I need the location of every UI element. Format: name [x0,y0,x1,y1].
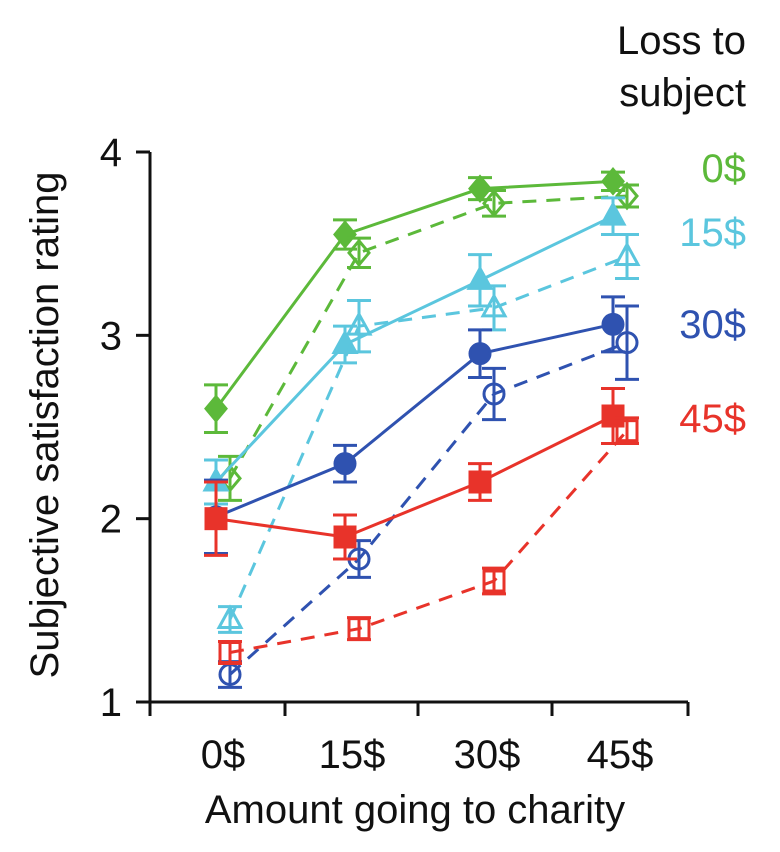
data-point-circle [482,382,506,406]
error-bar [482,366,506,422]
data-point-triangle [216,604,244,629]
data-point-diamond [601,166,625,196]
series-solid-30 [204,295,625,555]
series-line [228,194,628,480]
data-point-square [204,507,228,531]
series-line [215,414,614,539]
legend-entry-15: 15$ [679,211,746,255]
y-tick-label: 3 [100,314,122,358]
axes: 1 2 3 4 0$ 15$ 30$ 45$ [100,131,690,777]
series-line [214,179,614,410]
x-tick-label: 30$ [454,733,521,777]
legend-title-line-1: Loss to [617,19,746,63]
error-bar [615,233,639,280]
series-layer [202,166,641,689]
data-point-square [333,525,357,549]
y-tick-label: 2 [100,498,122,542]
data-point-triangle [599,201,627,226]
data-point-square [615,419,639,443]
data-point-circle [615,331,639,355]
series-dashed-0 [218,181,639,502]
error-bar [482,284,506,332]
series-dashed-30 [218,304,639,689]
legend-entry-30: 30$ [679,303,746,347]
series-line [214,214,614,484]
legend-title-line-2: subject [619,71,746,115]
data-point-circle [333,452,357,476]
data-point-square [218,641,242,664]
error-bar [218,454,242,502]
error-bar [615,304,639,381]
data-point-diamond [333,220,357,249]
data-point-diamond [204,394,228,424]
series-solid-45 [204,387,625,561]
data-point-triangle [345,311,373,336]
data-point-triangle [480,292,508,318]
data-point-diamond [482,188,506,218]
series-line [229,429,629,654]
series-line [215,322,614,519]
legend-entry-45: 45$ [679,397,746,441]
y-tick-label: 1 [100,681,122,725]
x-tick-label: 15$ [319,733,386,777]
data-point-circle [601,312,625,336]
series-solid-15 [202,196,627,506]
data-point-diamond [615,181,639,211]
data-point-diamond [468,174,492,204]
data-point-triangle [613,241,641,266]
data-point-square [601,404,625,428]
series-solid-0 [204,166,625,434]
legend-entry-0: 0$ [702,147,747,191]
data-point-square [482,569,506,593]
y-tick-label: 4 [100,131,122,175]
data-point-diamond [347,238,371,268]
series-dashed-45 [218,416,639,665]
data-point-square [468,470,492,494]
x-tick-label: 45$ [587,733,654,777]
data-point-circle [468,342,492,366]
y-axis-label: Subjective satisfaction rating [23,172,67,679]
labels: Subjective satisfaction rating Amount go… [23,19,746,832]
x-axis-label: Amount going to charity [205,788,625,832]
data-point-square [347,617,371,641]
data-point-triangle [466,265,494,290]
series-line [228,341,628,676]
series-line [228,255,628,621]
series-dashed-15 [216,233,641,634]
error-bar [347,299,371,354]
error-bar [347,616,371,642]
legend: 0$ 15$ 30$ 45$ [679,147,746,441]
x-tick-label: 0$ [201,733,246,777]
